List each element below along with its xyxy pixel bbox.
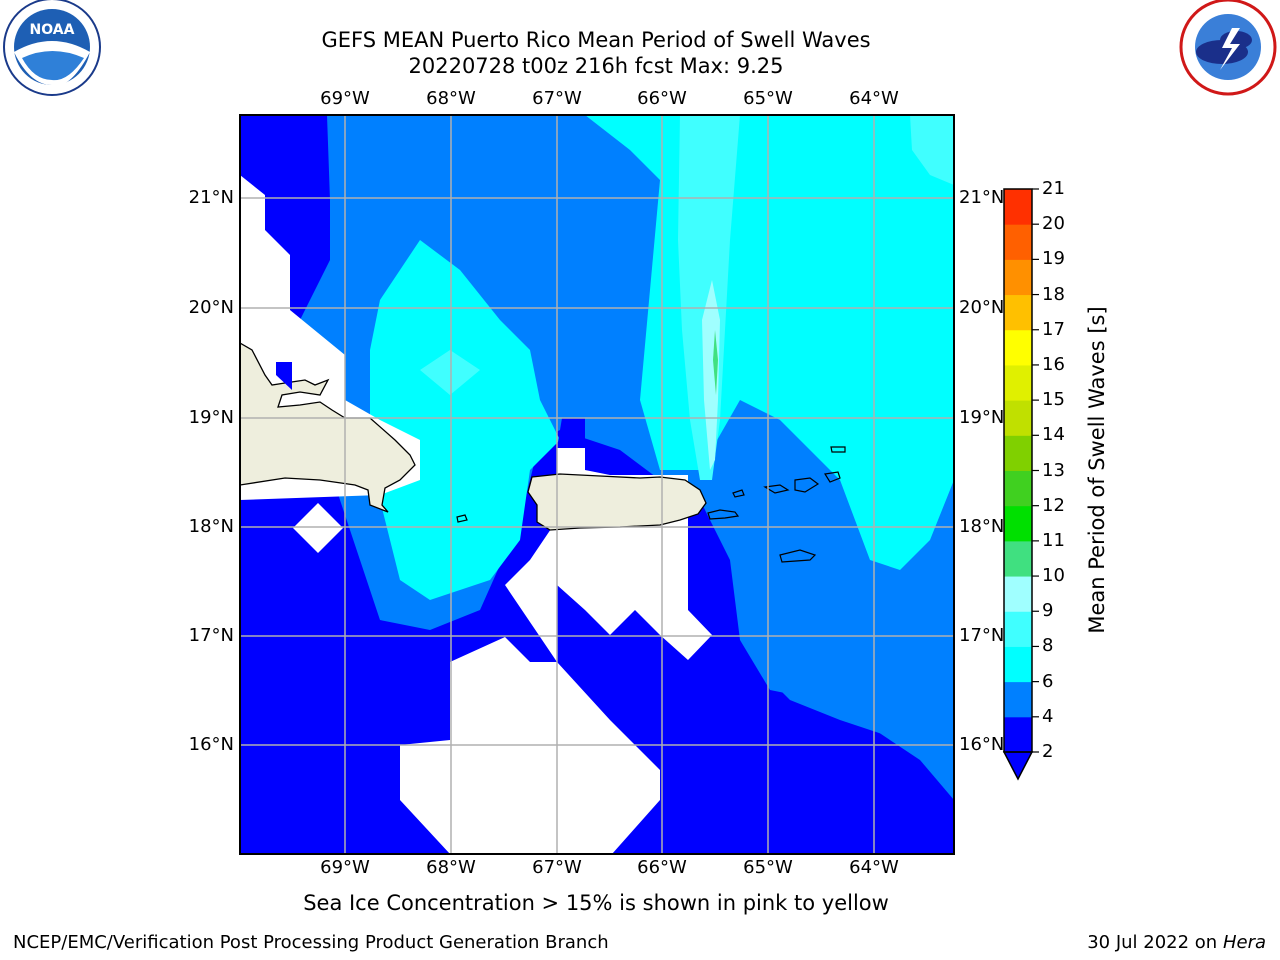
lat-tick-right: 18°N bbox=[959, 516, 1005, 537]
lon-tick-top: 66°W bbox=[637, 88, 687, 109]
lat-tick-left: 18°N bbox=[188, 516, 234, 537]
colorbar-segment bbox=[1004, 259, 1032, 296]
lon-tick-bottom: 66°W bbox=[637, 857, 687, 878]
lat-tick-right: 17°N bbox=[959, 625, 1005, 646]
colorbar-segment bbox=[1004, 364, 1032, 401]
date-stamp: 30 Jul 2022 on Hera bbox=[1087, 932, 1266, 953]
colorbar-segment bbox=[1004, 505, 1032, 542]
colorbar-tick-label: 14 bbox=[1042, 424, 1065, 446]
lat-tick-left: 19°N bbox=[188, 407, 234, 428]
colorbar-segment bbox=[1004, 224, 1032, 260]
colorbar-segment bbox=[1004, 646, 1032, 683]
colorbar-tick-label: 15 bbox=[1042, 389, 1065, 411]
colorbar-segment bbox=[1004, 189, 1032, 225]
colorbar-segment bbox=[1004, 470, 1032, 507]
colorbar-tick-label: 19 bbox=[1042, 248, 1065, 270]
swell-contour-4-6s bbox=[585, 115, 954, 570]
small-blue-patch-pr bbox=[557, 418, 585, 448]
colorbar-tick-label: 2 bbox=[1042, 741, 1054, 762]
colorbar-tick-label: 17 bbox=[1042, 318, 1065, 340]
colorbar-tick-label: 16 bbox=[1042, 353, 1065, 375]
lon-tick-bottom: 68°W bbox=[426, 857, 476, 878]
lon-tick-bottom: 67°W bbox=[532, 857, 582, 878]
colorbar-segment bbox=[1004, 716, 1032, 753]
lon-tick-top: 65°W bbox=[743, 88, 793, 109]
colorbar-tick-label: 10 bbox=[1042, 565, 1065, 587]
swell-contour-4-6s-west bbox=[370, 240, 560, 600]
lon-tick-top: 68°W bbox=[426, 88, 476, 109]
colorbar-tick-label: 9 bbox=[1042, 600, 1054, 622]
colorbar-tick-label: 21 bbox=[1042, 178, 1065, 199]
colorbar-segment bbox=[1004, 681, 1032, 718]
map-title: GEFS MEAN Puerto Rico Mean Period of Swe… bbox=[321, 28, 871, 52]
lon-tick-bottom: 64°W bbox=[849, 857, 899, 878]
sea-ice-caption: Sea Ice Concentration > 15% is shown in … bbox=[303, 891, 889, 915]
colorbar-segment bbox=[1004, 576, 1032, 612]
colorbar-segment bbox=[1004, 435, 1032, 471]
islands-outline bbox=[456, 446, 846, 563]
small-blue-patch bbox=[276, 362, 292, 390]
colorbar-segment bbox=[1004, 400, 1032, 436]
graticule bbox=[240, 115, 954, 854]
colorbar-segment bbox=[1004, 294, 1032, 331]
no-data-area-south bbox=[400, 448, 712, 854]
lat-tick-left: 20°N bbox=[188, 297, 234, 318]
colorbar-label: Mean Period of Swell Waves [s] bbox=[1085, 306, 1109, 634]
lat-tick-right: 16°N bbox=[959, 734, 1005, 755]
swell-contour-9-10s bbox=[713, 330, 718, 395]
colorbar-tick-label: 6 bbox=[1042, 670, 1054, 692]
lon-tick-bottom: 65°W bbox=[743, 857, 793, 878]
no-data-diamond bbox=[293, 503, 343, 553]
lat-tick-right: 21°N bbox=[959, 187, 1005, 208]
colorbar-tick-label: 4 bbox=[1042, 705, 1054, 727]
credit-text: NCEP/EMC/Verification Post Processing Pr… bbox=[13, 932, 609, 953]
map-subtitle: 20220728 t00z 216h fcst Max: 9.25 bbox=[408, 54, 784, 78]
colorbar-tick-label: 11 bbox=[1042, 529, 1065, 551]
swell-contour-8-9s bbox=[702, 280, 720, 470]
lat-tick-right: 20°N bbox=[959, 297, 1005, 318]
colorbar bbox=[1002, 188, 1039, 781]
lat-tick-left: 21°N bbox=[188, 187, 234, 208]
colorbar-tick-label: 12 bbox=[1042, 494, 1065, 516]
lon-tick-bottom: 69°W bbox=[320, 857, 370, 878]
lat-tick-right: 19°N bbox=[959, 407, 1005, 428]
map-frame bbox=[239, 114, 955, 855]
colorbar-segment bbox=[1004, 540, 1032, 577]
swell-period-map bbox=[240, 115, 954, 854]
lat-tick-left: 16°N bbox=[188, 734, 234, 755]
lon-tick-top: 64°W bbox=[849, 88, 899, 109]
swell-contour-2-4s-south bbox=[780, 635, 954, 740]
swell-contour-6-8s-west bbox=[420, 350, 480, 395]
colorbar-extend-arrow bbox=[1002, 751, 1034, 781]
colorbar-tick-label: 18 bbox=[1042, 283, 1065, 305]
lat-tick-left: 17°N bbox=[188, 625, 234, 646]
colorbar-tick-label: 13 bbox=[1042, 459, 1065, 481]
lon-tick-top: 69°W bbox=[320, 88, 370, 109]
date-text: 30 Jul 2022 on bbox=[1087, 932, 1223, 953]
host-name: Hera bbox=[1222, 932, 1266, 953]
colorbar-segment bbox=[1004, 611, 1032, 647]
noaa-logo-text: NOAA bbox=[30, 22, 75, 38]
lon-tick-top: 67°W bbox=[532, 88, 582, 109]
noaa-logo: NOAA bbox=[3, 0, 101, 96]
nws-logo bbox=[1179, 0, 1277, 96]
colorbar-segment bbox=[1004, 329, 1032, 366]
swell-contour-6-8s-east bbox=[910, 115, 954, 185]
colorbar-tick-label: 20 bbox=[1042, 213, 1065, 235]
colorbar-tick-label: 8 bbox=[1042, 635, 1054, 657]
